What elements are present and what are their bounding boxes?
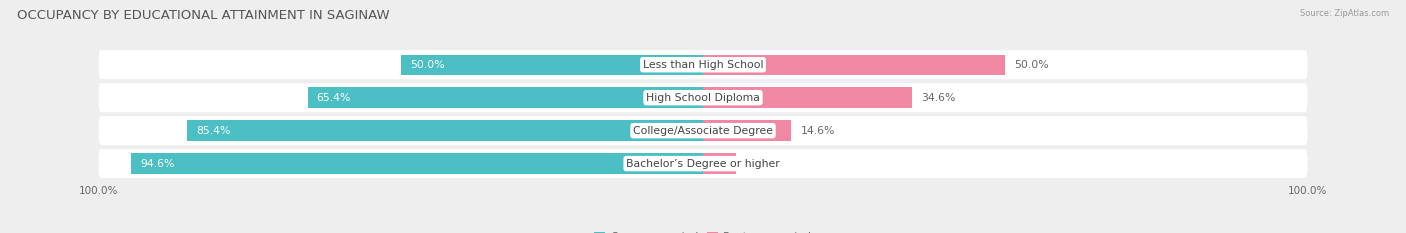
- Bar: [187, 120, 703, 141]
- Text: 85.4%: 85.4%: [195, 126, 231, 136]
- Bar: [703, 87, 912, 108]
- Text: Source: ZipAtlas.com: Source: ZipAtlas.com: [1301, 9, 1389, 18]
- FancyBboxPatch shape: [98, 149, 1308, 178]
- FancyBboxPatch shape: [98, 83, 1308, 112]
- FancyBboxPatch shape: [98, 116, 1308, 145]
- Bar: [703, 153, 735, 174]
- Text: 34.6%: 34.6%: [921, 93, 956, 103]
- Text: 5.4%: 5.4%: [745, 159, 772, 169]
- Text: 14.6%: 14.6%: [800, 126, 835, 136]
- Text: Bachelor’s Degree or higher: Bachelor’s Degree or higher: [626, 159, 780, 169]
- FancyBboxPatch shape: [98, 50, 1308, 79]
- Text: 50.0%: 50.0%: [409, 60, 444, 70]
- Bar: [703, 55, 1005, 75]
- Bar: [308, 87, 703, 108]
- Text: Less than High School: Less than High School: [643, 60, 763, 70]
- Text: College/Associate Degree: College/Associate Degree: [633, 126, 773, 136]
- Legend: Owner-occupied, Renter-occupied: Owner-occupied, Renter-occupied: [589, 228, 817, 233]
- Bar: [401, 55, 703, 75]
- Text: 50.0%: 50.0%: [1014, 60, 1049, 70]
- Text: OCCUPANCY BY EDUCATIONAL ATTAINMENT IN SAGINAW: OCCUPANCY BY EDUCATIONAL ATTAINMENT IN S…: [17, 9, 389, 22]
- Bar: [703, 120, 792, 141]
- Text: 65.4%: 65.4%: [316, 93, 352, 103]
- Text: 94.6%: 94.6%: [141, 159, 174, 169]
- Text: High School Diploma: High School Diploma: [647, 93, 759, 103]
- Bar: [131, 153, 703, 174]
